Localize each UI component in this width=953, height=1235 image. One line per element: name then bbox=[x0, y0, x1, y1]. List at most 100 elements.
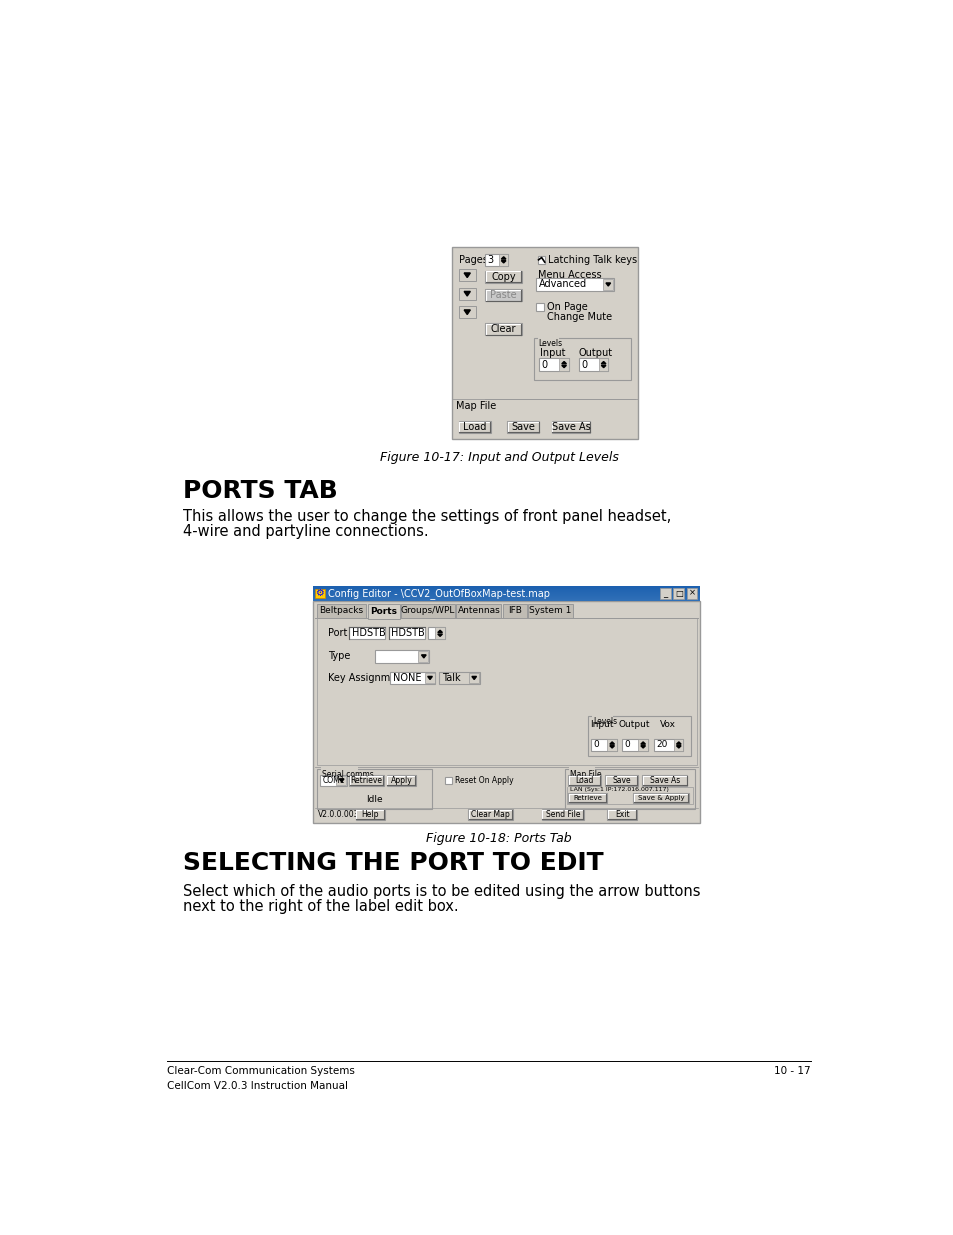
Bar bbox=[335, 776, 346, 785]
Text: Key Assignment: Key Assignment bbox=[328, 673, 406, 683]
Bar bbox=[564, 769, 695, 809]
Text: 0: 0 bbox=[580, 359, 587, 369]
Bar bbox=[686, 588, 697, 599]
Bar bbox=[506, 421, 538, 433]
Bar bbox=[607, 739, 617, 751]
Bar bbox=[567, 787, 692, 804]
Bar bbox=[452, 247, 638, 440]
Text: Copy: Copy bbox=[491, 272, 516, 282]
Polygon shape bbox=[676, 742, 680, 745]
Text: Clear: Clear bbox=[491, 324, 516, 335]
Text: Help: Help bbox=[361, 810, 378, 819]
Bar bbox=[435, 627, 444, 640]
Text: System 1: System 1 bbox=[529, 606, 571, 615]
Bar bbox=[537, 256, 545, 264]
Bar bbox=[592, 714, 612, 721]
Bar bbox=[551, 421, 590, 433]
Text: 10 - 17: 10 - 17 bbox=[773, 1066, 810, 1076]
Bar bbox=[537, 336, 558, 343]
Bar bbox=[316, 604, 366, 618]
Text: Beltpacks: Beltpacks bbox=[319, 606, 363, 615]
Text: Save As: Save As bbox=[649, 776, 679, 785]
Polygon shape bbox=[600, 362, 605, 364]
Text: Port: Port bbox=[328, 629, 348, 638]
Polygon shape bbox=[640, 742, 645, 745]
Text: Map File: Map File bbox=[456, 401, 497, 411]
Polygon shape bbox=[437, 634, 442, 636]
Text: Antennas: Antennas bbox=[457, 606, 499, 615]
Bar bbox=[638, 739, 647, 751]
Text: Input: Input bbox=[540, 348, 565, 358]
Bar bbox=[355, 809, 385, 820]
Polygon shape bbox=[500, 257, 505, 259]
Text: Save: Save bbox=[612, 776, 630, 785]
Text: Map File: Map File bbox=[569, 771, 600, 779]
Text: IFB: IFB bbox=[507, 606, 521, 615]
Bar bbox=[390, 672, 435, 684]
Bar bbox=[659, 588, 670, 599]
Bar bbox=[568, 767, 595, 774]
Text: COM1: COM1 bbox=[322, 776, 344, 785]
Text: Ports: Ports bbox=[370, 608, 396, 616]
Bar bbox=[349, 627, 385, 640]
Bar bbox=[541, 809, 583, 820]
Bar bbox=[502, 604, 526, 618]
Text: Levels: Levels bbox=[537, 340, 562, 348]
Bar bbox=[674, 739, 682, 751]
Bar bbox=[567, 793, 606, 803]
Bar bbox=[633, 793, 688, 803]
Text: Menu Access: Menu Access bbox=[537, 270, 600, 280]
Bar bbox=[320, 767, 357, 774]
Text: Exit: Exit bbox=[615, 810, 629, 819]
Polygon shape bbox=[427, 677, 432, 679]
Bar bbox=[538, 358, 568, 370]
Text: NONE: NONE bbox=[393, 673, 421, 683]
Text: Serial comms: Serial comms bbox=[321, 771, 373, 779]
Bar bbox=[534, 337, 630, 380]
Bar bbox=[389, 627, 424, 640]
Text: Figure 10-17: Input and Output Levels: Figure 10-17: Input and Output Levels bbox=[379, 451, 618, 464]
Text: This allows the user to change the settings of front panel headset,: This allows the user to change the setti… bbox=[183, 509, 670, 524]
Polygon shape bbox=[472, 677, 476, 679]
Text: LAN (Sys:1 IP:172.016.007.117): LAN (Sys:1 IP:172.016.007.117) bbox=[569, 787, 668, 792]
Text: ⚙: ⚙ bbox=[315, 588, 324, 598]
Bar bbox=[621, 739, 647, 751]
Bar bbox=[468, 809, 513, 820]
Bar bbox=[536, 278, 613, 290]
Text: Output: Output bbox=[578, 348, 612, 358]
Text: 20: 20 bbox=[656, 741, 667, 750]
Bar bbox=[316, 618, 696, 764]
Text: Idle: Idle bbox=[366, 795, 382, 804]
Text: Save: Save bbox=[511, 422, 535, 432]
Bar bbox=[456, 604, 500, 618]
Text: Advanced: Advanced bbox=[537, 279, 586, 289]
Bar bbox=[313, 585, 700, 601]
Bar bbox=[484, 253, 508, 266]
Text: HDSTB: HDSTB bbox=[391, 629, 425, 638]
Polygon shape bbox=[605, 283, 610, 287]
Bar bbox=[386, 776, 416, 785]
Text: Retrieve: Retrieve bbox=[350, 776, 382, 785]
Text: Groups/WPL: Groups/WPL bbox=[400, 606, 455, 615]
Text: Paste: Paste bbox=[490, 290, 517, 300]
Text: Load: Load bbox=[575, 776, 593, 785]
Text: Reset On Apply: Reset On Apply bbox=[455, 776, 513, 785]
Text: ×: × bbox=[688, 589, 695, 598]
Bar bbox=[598, 358, 608, 370]
Polygon shape bbox=[437, 630, 442, 632]
Bar bbox=[418, 651, 428, 662]
Bar bbox=[587, 716, 691, 756]
Polygon shape bbox=[464, 291, 470, 296]
Text: _: _ bbox=[662, 589, 667, 598]
Bar bbox=[349, 776, 383, 785]
Bar bbox=[536, 303, 543, 311]
Text: Send File: Send File bbox=[545, 810, 579, 819]
Bar bbox=[458, 421, 491, 433]
Text: Latching Talk keys: Latching Talk keys bbox=[547, 254, 637, 264]
Polygon shape bbox=[464, 310, 470, 315]
Polygon shape bbox=[609, 742, 614, 745]
Bar bbox=[673, 588, 683, 599]
Bar bbox=[498, 253, 508, 266]
Text: Change Mute: Change Mute bbox=[546, 311, 612, 322]
Text: 4-wire and partyline connections.: 4-wire and partyline connections. bbox=[183, 524, 428, 538]
